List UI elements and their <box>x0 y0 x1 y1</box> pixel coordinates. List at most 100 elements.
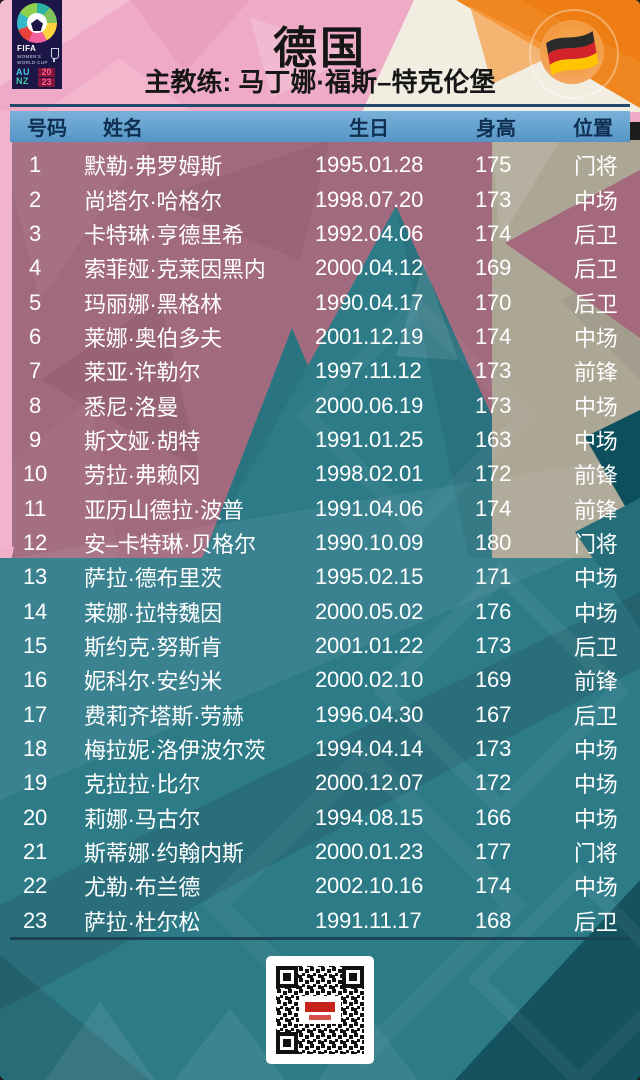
top-rule <box>10 104 630 107</box>
player-height: 177 <box>475 839 512 865</box>
player-position: 中场 <box>574 738 618 764</box>
table-row: 12 安–卡特琳·贝格尔 1990.10.09 180 门将 <box>0 526 640 560</box>
player-height: 169 <box>475 255 512 281</box>
player-number: 20 <box>22 804 48 830</box>
player-height: 172 <box>475 461 512 487</box>
logo-nz: NZ <box>16 76 29 86</box>
player-height: 169 <box>475 667 512 693</box>
player-height: 176 <box>475 598 512 624</box>
player-position: 后卫 <box>574 703 618 729</box>
logo-worldcup-text: WORLD CUP <box>17 60 48 65</box>
player-birthday: 1996.04.30 <box>315 701 424 727</box>
player-position: 后卫 <box>574 257 618 283</box>
player-height: 174 <box>475 220 512 246</box>
player-number: 3 <box>28 220 42 246</box>
fifa-wwc-logo: FIFA WOMEN'S WORLD CUP AU NZ 20 23 <box>12 0 62 89</box>
player-number: 2 <box>28 186 42 212</box>
player-name: 费莉齐塔斯·劳赫 <box>84 703 244 729</box>
player-position: 前锋 <box>574 463 618 489</box>
player-name: 卡特琳·亨德里希 <box>84 222 244 248</box>
player-number: 9 <box>28 426 42 452</box>
player-number: 16 <box>22 667 48 693</box>
player-birthday: 2000.06.19 <box>315 392 424 418</box>
column-header-name: 姓名 <box>103 118 143 140</box>
player-birthday: 1991.01.25 <box>315 426 424 452</box>
player-height: 174 <box>475 495 512 521</box>
player-height: 174 <box>475 323 512 349</box>
page-title: 德国 <box>273 24 367 73</box>
qr-center-logo <box>305 1002 335 1012</box>
table-row: 13 萨拉·德布里茨 1995.02.15 171 中场 <box>0 560 640 594</box>
player-birthday: 2000.05.02 <box>315 598 424 624</box>
player-name: 萨拉·德布里茨 <box>84 566 222 592</box>
player-birthday: 2000.04.12 <box>315 255 424 281</box>
player-height: 175 <box>475 152 512 178</box>
column-header-birthday: 生日 <box>349 118 389 140</box>
player-name: 妮科尔·安约米 <box>84 669 222 695</box>
player-name: 悉尼·洛曼 <box>84 394 179 420</box>
player-name: 克拉拉·比尔 <box>84 772 201 798</box>
flag-ring <box>529 9 619 99</box>
player-birthday: 1991.04.06 <box>315 495 424 521</box>
player-height: 174 <box>475 873 512 899</box>
player-position: 后卫 <box>574 909 618 935</box>
player-position: 中场 <box>574 772 618 798</box>
player-number: 6 <box>28 323 42 349</box>
table-row: 4 索菲娅·克莱因黑内 2000.04.12 169 后卫 <box>0 251 640 285</box>
table-header: 号码 姓名 生日 身高 位置 <box>10 111 630 142</box>
player-birthday: 1990.04.17 <box>315 289 424 315</box>
player-name: 默勒·弗罗姆斯 <box>84 154 222 180</box>
player-number: 13 <box>22 564 48 590</box>
player-position: 前锋 <box>574 669 618 695</box>
player-name: 莱亚·许勒尔 <box>84 360 201 386</box>
player-height: 163 <box>475 426 512 452</box>
player-name: 莱娜·奥伯多夫 <box>84 325 222 351</box>
table-row: 19 克拉拉·比尔 2000.12.07 172 中场 <box>0 766 640 800</box>
bottom-rule <box>10 937 630 940</box>
qr-center-logo-sub <box>309 1015 331 1020</box>
player-number: 4 <box>28 255 42 281</box>
table-row: 9 斯文娅·胡特 1991.01.25 163 中场 <box>0 423 640 457</box>
logo-year-text: 20 23 <box>38 68 55 88</box>
player-number: 8 <box>28 392 42 418</box>
qr-code <box>266 956 374 1064</box>
player-number: 11 <box>23 495 47 521</box>
player-name: 萨拉·杜尔松 <box>84 909 201 935</box>
player-position: 中场 <box>574 875 618 901</box>
football-pentagon-icon <box>31 19 43 31</box>
player-name: 索菲娅·克莱因黑内 <box>84 257 266 283</box>
column-header-position: 位置 <box>573 118 613 140</box>
player-position: 中场 <box>574 428 618 454</box>
logo-host-text: AU NZ <box>16 68 30 86</box>
player-birthday: 2000.02.10 <box>315 667 424 693</box>
player-birthday: 1994.04.14 <box>315 736 424 762</box>
player-name: 莱娜·拉特魏因 <box>84 600 222 626</box>
table-row: 20 莉娜·马古尔 1994.08.15 166 中场 <box>0 801 640 835</box>
logo-fifa-text: FIFA <box>17 44 37 53</box>
player-birthday: 1992.04.06 <box>315 220 424 246</box>
player-position: 前锋 <box>574 360 618 386</box>
player-birthday: 1997.11.12 <box>315 358 422 384</box>
player-birthday: 1995.01.28 <box>315 152 424 178</box>
table-row: 10 劳拉·弗赖冈 1998.02.01 172 前锋 <box>0 457 640 491</box>
player-number: 21 <box>22 839 48 865</box>
player-number: 12 <box>22 529 48 555</box>
player-height: 173 <box>475 358 512 384</box>
player-height: 172 <box>475 770 512 796</box>
player-number: 19 <box>22 770 48 796</box>
player-birthday: 2000.01.23 <box>315 839 424 865</box>
player-name: 劳拉·弗赖冈 <box>84 463 201 489</box>
player-name: 梅拉妮·洛伊波尔茨 <box>84 738 266 764</box>
table-row: 6 莱娜·奥伯多夫 2001.12.19 174 中场 <box>0 320 640 354</box>
table-row: 11 亚历山德拉·波普 1991.04.06 174 前锋 <box>0 491 640 525</box>
player-name: 安–卡特琳·贝格尔 <box>84 531 256 557</box>
player-name: 玛丽娜·黑格林 <box>84 291 222 317</box>
player-height: 170 <box>475 289 512 315</box>
logo-au: AU <box>16 67 30 77</box>
player-birthday: 1991.11.17 <box>315 907 422 933</box>
player-position: 中场 <box>574 188 618 214</box>
player-number: 14 <box>22 598 48 624</box>
player-birthday: 1998.02.01 <box>315 461 424 487</box>
player-number: 1 <box>28 152 42 178</box>
